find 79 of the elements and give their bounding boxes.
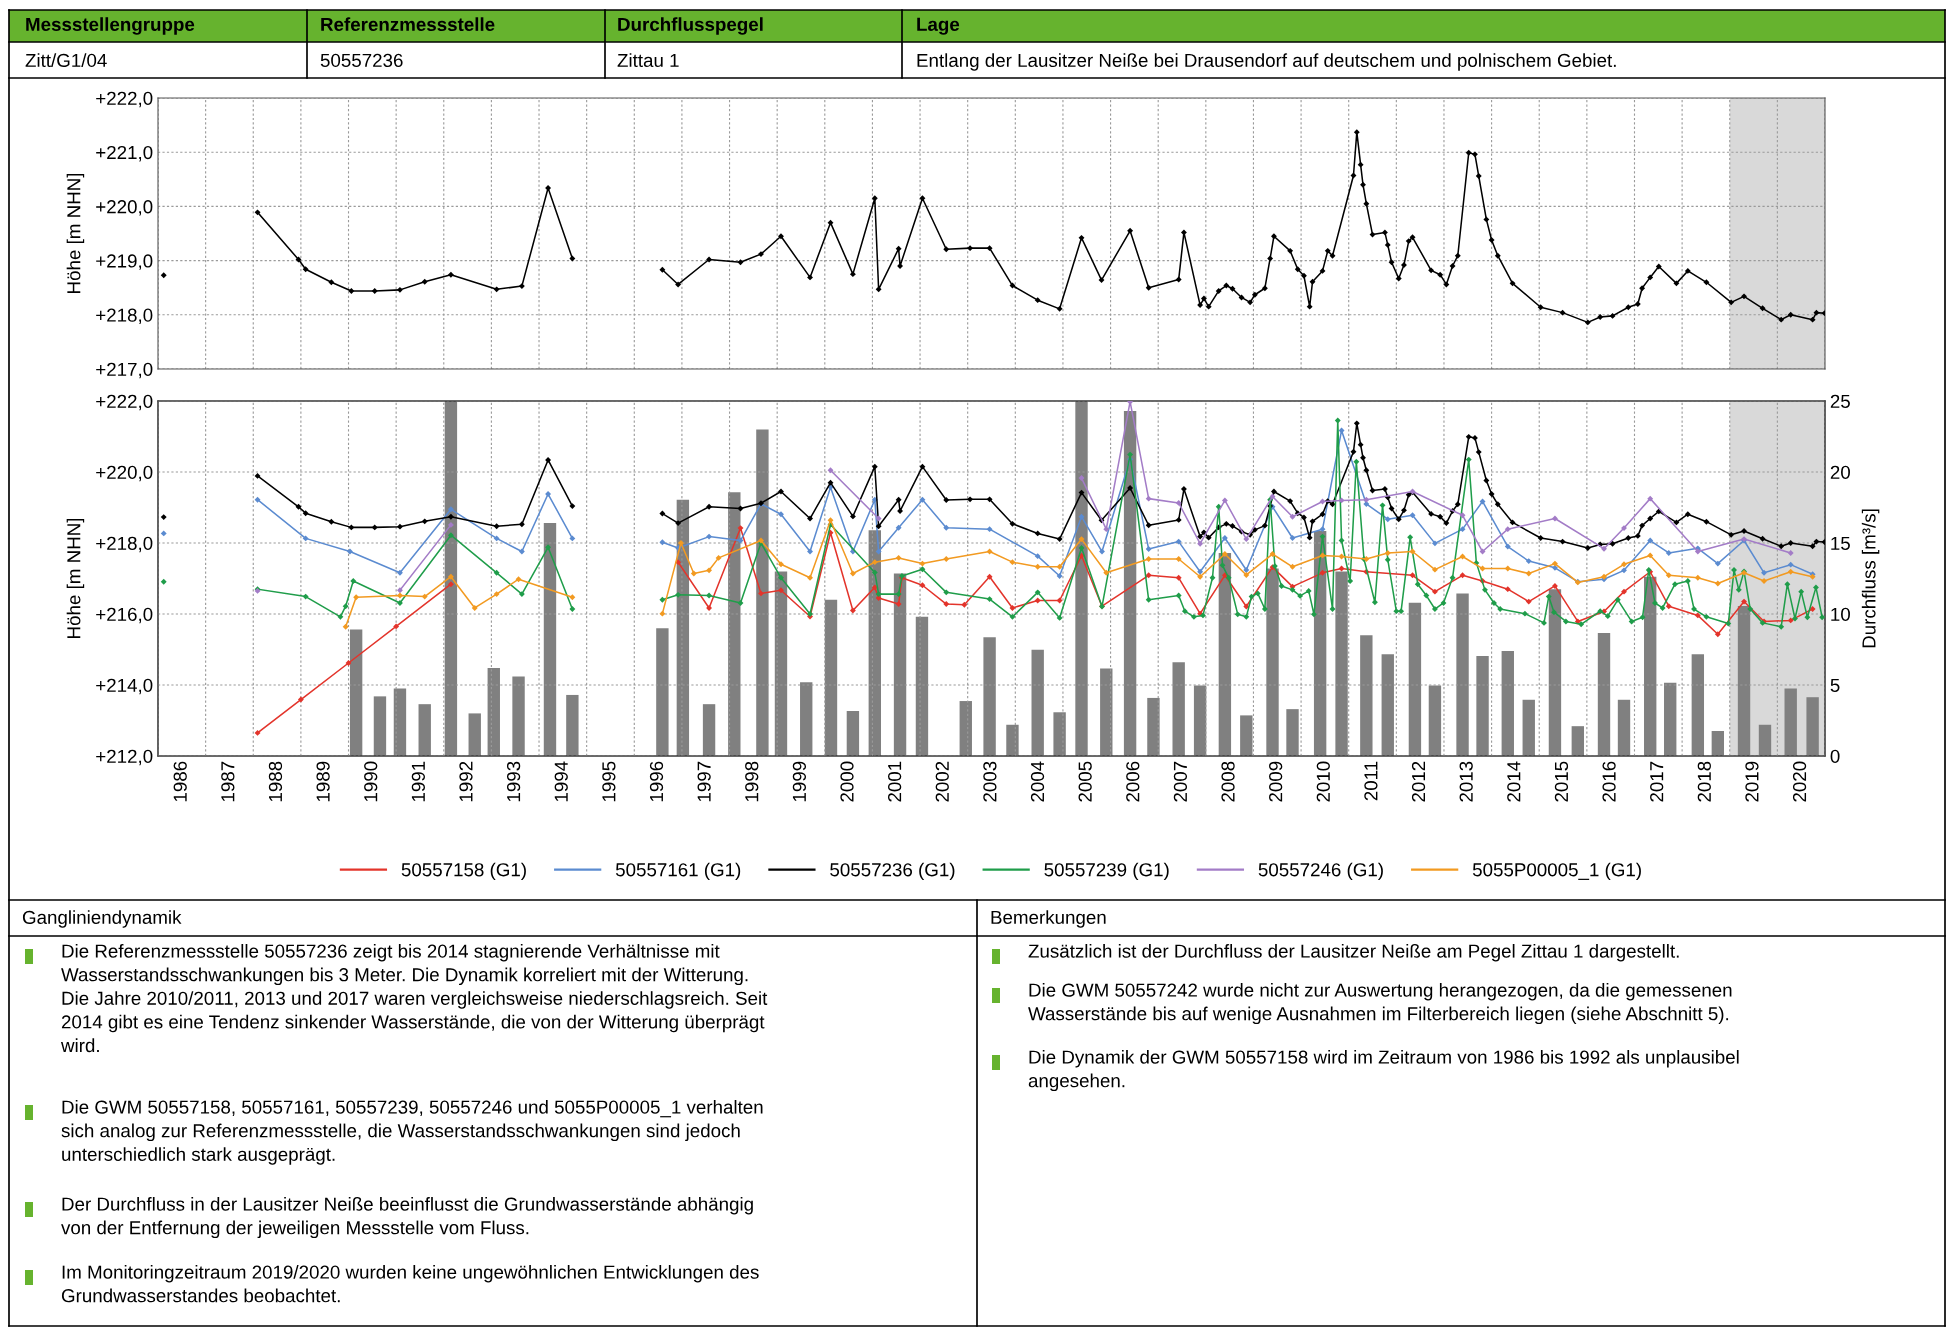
- x-tick-label: 1999: [792, 761, 807, 802]
- text: Durchflusspegel: [618, 17, 763, 35]
- x-tick-label: 1990: [364, 761, 378, 802]
- x-tick-label: 1987: [221, 761, 235, 802]
- x-tick-label: 1996: [649, 761, 664, 802]
- y2-tick-label: 25: [1830, 394, 1850, 408]
- y-axis-title: Höhe [m NHN]: [66, 518, 85, 638]
- text: Im Monitoringzeitraum 2019/2020 wurden keine ungewöhnlichen Entwicklungen des Grundwasserstandes beobachtet.: [61, 1265, 759, 1303]
- x-tick-label: 1992: [459, 761, 473, 802]
- text: Entlang der Lausitzer Neiße bei Drausendorf auf deutschem und polnischem Gebiet.: [917, 53, 1616, 71]
- text: Zittau 1: [617, 53, 679, 68]
- x-tick-label: 2008: [1221, 761, 1235, 802]
- x-tick-label: 2019: [1745, 761, 1759, 802]
- x-tick-label: 2020: [1792, 761, 1807, 802]
- x-tick-label: 2011: [1364, 761, 1378, 801]
- x-tick-label: 1998: [745, 761, 759, 802]
- y2-tick-label: 20: [1830, 465, 1850, 479]
- x-tick-label: 1991: [411, 761, 425, 802]
- x-tick-label: 1986: [173, 761, 187, 802]
- legend-label: 50557161 (G1): [615, 862, 741, 881]
- text: Die GWM 50557242 wurde nicht zur Auswertung herangezogen, da die gemessenen Wasserstände bis auf wenige Ausnahmen im Filterbereich liegen (siehe Abschnitt 5).: [1028, 983, 1732, 1025]
- y2-tick-label: 0: [1830, 749, 1840, 763]
- x-tick-label: 1994: [554, 761, 568, 802]
- text: Bemerkungen: [991, 910, 1106, 928]
- x-tick-label: 1993: [506, 761, 521, 802]
- x-tick-label: 2015: [1554, 761, 1569, 802]
- x-tick-label: 2001: [888, 761, 902, 802]
- text: Referenzmessstelle: [321, 17, 495, 32]
- y2-tick-label: 10: [1831, 607, 1850, 621]
- x-tick-label: 2005: [1078, 761, 1092, 802]
- y-tick-label: +220,0: [96, 465, 153, 482]
- text: Zitt/G1/04: [25, 53, 107, 68]
- x-tick-label: 2018: [1697, 761, 1711, 802]
- legend-label: 50557158 (G1): [401, 862, 526, 881]
- x-tick-label: 2004: [1030, 761, 1045, 802]
- y-tick-label: +221,0: [96, 145, 153, 162]
- x-tick-label: 2009: [1269, 761, 1283, 802]
- y-axis-title: Höhe [m NHN]: [66, 173, 85, 293]
- x-tick-label: 2012: [1411, 761, 1426, 802]
- x-tick-label: 2003: [983, 761, 997, 802]
- text: Die GWM 50557158, 50557161, 50557239, 50557246 und 5055P00005_1 verhalten sich analog zur Referenzmessstelle, die Wasserstandsschwankungen sind jedoch unterschiedlich stark ausgeprägt.: [61, 1100, 763, 1165]
- y-tick-label: +219,0: [96, 254, 153, 270]
- text: Messstellengruppe: [26, 17, 195, 35]
- legend-label: 50557239 (G1): [1044, 862, 1169, 881]
- x-tick-label: 2010: [1316, 761, 1330, 802]
- x-tick-label: 2014: [1507, 761, 1521, 802]
- text: Gangliniendynamik: [22, 910, 182, 928]
- x-tick-label: 1997: [697, 761, 711, 802]
- text: Lage: [917, 17, 960, 35]
- y-tick-label: +217,0: [96, 362, 153, 379]
- y-tick-label: +222,0: [96, 394, 153, 411]
- text: Die Referenzmessstelle 50557236 zeigt bis 2014 stagnierende Verhältnisse mit Wasserstandsschwankungen bis 3 Meter. Die Dynamik korreliert mit der Witterung. Die Jahre 2010/2011, 2013 und 2017 waren vergleichsweise niederschlagsreich. Seit 2014 gibt es eine Tendenz sinkender Wasserstände, die von der Witterung überprägt wird.: [60, 944, 768, 1053]
- text: 50557236: [320, 53, 403, 68]
- legend-label: 5055P00005_1 (G1): [1472, 862, 1641, 881]
- y2-tick-label: 15: [1831, 536, 1850, 550]
- y-tick-label: +216,0: [96, 607, 153, 624]
- y-tick-label: +222,0: [96, 91, 153, 108]
- y-tick-label: +220,0: [96, 200, 153, 216]
- x-tick-label: 2006: [1126, 761, 1140, 802]
- legend-label: 50557236 (G1): [830, 862, 955, 881]
- y-tick-label: +214,0: [96, 678, 153, 695]
- y2-tick-label: 5: [1830, 678, 1840, 692]
- legend-label: 50557246 (G1): [1258, 862, 1383, 881]
- x-tick-label: 2017: [1650, 761, 1664, 802]
- text: Zusätzlich ist der Durchfluss der Lausitzer Neiße am Pegel Zittau 1 dargestellt.: [1028, 944, 1679, 962]
- y-tick-label: +212,0: [96, 749, 153, 766]
- y2-axis-title: Durchfluss [m³/s]: [1861, 509, 1880, 648]
- x-tick-label: 2016: [1602, 761, 1616, 802]
- y-tick-label: +218,0: [96, 536, 153, 553]
- x-tick-label: 2000: [840, 761, 854, 802]
- x-tick-label: 1988: [268, 761, 283, 802]
- text: Der Durchfluss in der Lausitzer Neiße beeinflusst die Grundwasserstände abhängig von der Entfernung der jeweiligen Messstelle vom Fluss.: [61, 1197, 753, 1239]
- x-tick-label: 2013: [1459, 761, 1473, 802]
- text: Die Dynamik der GWM 50557158 wird im Zeitraum von 1986 bis 1992 als unplausibel angesehen.: [1028, 1050, 1739, 1092]
- y-tick-label: +218,0: [96, 308, 153, 324]
- x-tick-label: 1989: [316, 761, 330, 802]
- x-tick-label: 2002: [935, 761, 949, 802]
- x-tick-label: 2007: [1173, 761, 1188, 802]
- x-tick-label: 1995: [602, 761, 616, 802]
